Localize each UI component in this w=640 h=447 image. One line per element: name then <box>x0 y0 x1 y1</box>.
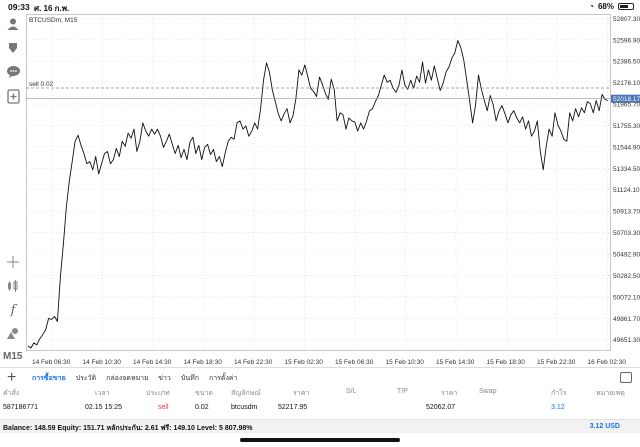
trade-table-header: คำสั่ง เวลา ประเภท ขนาด สัญลักษณ์ ราคา S… <box>0 388 640 400</box>
chart-canvas[interactable]: BTCUSDm, M15 sell 0.02 52018.17 52807.30 52… <box>26 14 640 367</box>
tab-settings[interactable]: การตั้งค่า <box>208 375 238 382</box>
terminal-tabs: การซื้อขาย ประวัติ กล่องจดหมาย ข่าว บันท… <box>32 373 237 384</box>
sell-order-label: sell 0.02 <box>29 81 54 88</box>
cell-profit: 3.12 <box>551 404 565 411</box>
account-icon[interactable] <box>5 16 21 32</box>
time-tick-label: 14 Feb 10:30 <box>83 359 122 366</box>
time-tick-label: 15 Feb 14:30 <box>436 359 475 366</box>
header-tp: T/P <box>397 388 408 395</box>
status-bar: 09:33 ศ. 16 ก.พ. ◔ 68% <box>0 0 640 14</box>
price-tick-label: 52176.10 <box>613 80 640 87</box>
time-tick-label: 15 Feb 22:30 <box>537 359 576 366</box>
price-tick-label: 51124.10 <box>613 187 640 194</box>
header-volume: ขนาด <box>195 390 214 397</box>
price-tick-label: 49651.30 <box>613 337 640 344</box>
table-row[interactable]: 587186771 02.15 15:25 sell 0.02 btcusdm … <box>0 404 640 416</box>
header-swap: Swap <box>479 388 497 395</box>
balance-text: Balance: 148.59 Equity: 151.71 หลักประกั… <box>3 425 253 432</box>
price-tick-label: 50913.70 <box>613 209 640 216</box>
cell-current-price: 52062.07 <box>426 404 456 411</box>
price-series-line <box>27 40 609 349</box>
crosshair-icon[interactable] <box>5 254 21 270</box>
tab-trade[interactable]: การซื้อขาย <box>32 375 66 382</box>
time-tick-label: 16 Feb 02:30 <box>588 359 627 366</box>
new-order-button[interactable]: + <box>7 369 17 386</box>
header-symbol: สัญลักษณ์ <box>231 390 261 397</box>
price-tick-label: 49861.70 <box>613 316 640 323</box>
bottom-tab-bar: + การซื้อขาย ประวัติ กล่องจดหมาย ข่าว บั… <box>0 367 640 387</box>
tab-news[interactable]: ข่าว <box>158 375 171 382</box>
cell-symbol: btcusdm <box>231 404 258 411</box>
price-tick-label: 50703.30 <box>613 230 640 237</box>
price-tick-label: 52596.90 <box>613 37 640 44</box>
price-chart[interactable]: BTCUSDm, M15 sell 0.02 52018.17 52807.30 52… <box>26 14 640 367</box>
price-tick-label: 50492.90 <box>613 251 640 258</box>
battery-fill <box>620 5 629 8</box>
tab-mailbox[interactable]: กล่องจดหมาย <box>106 375 149 382</box>
symbol-label: BTCUSDm, M15 <box>29 17 78 24</box>
timeframe-label[interactable]: M15 <box>3 351 23 362</box>
battery-icon <box>618 3 634 10</box>
objects-icon[interactable] <box>5 325 21 341</box>
battery-percent: 68% <box>597 2 614 11</box>
left-toolbar: f M15 <box>0 14 26 367</box>
tab-history[interactable]: ประวัติ <box>75 375 97 382</box>
header-comment: หมายเหตุ <box>596 390 625 397</box>
add-window-icon[interactable] <box>5 88 21 104</box>
header-price: ราคา <box>293 390 310 397</box>
tab-journal[interactable]: บันทึก <box>180 375 199 382</box>
header-current-price: ราคา <box>441 390 458 397</box>
current-price-label: 52018.17 <box>613 96 640 103</box>
function-icon[interactable]: f <box>10 302 16 318</box>
price-tick-label: 52807.30 <box>613 16 640 23</box>
date: ศ. 16 ก.พ. <box>34 4 70 13</box>
home-indicator <box>240 438 400 442</box>
price-tick-label: 51544.90 <box>613 144 640 151</box>
balance-bar: Balance: 148.59 Equity: 151.71 หลักประกั… <box>0 419 640 433</box>
cell-volume: 0.02 <box>195 404 209 411</box>
cell-type: sell <box>158 404 169 411</box>
time-tick-label: 15 Feb 02:30 <box>285 359 324 366</box>
total-profit: 3.12 USD <box>589 423 620 430</box>
cell-time: 02.15 15:25 <box>85 404 122 411</box>
time-tick-label: 14 Feb 14:30 <box>133 359 172 366</box>
time-tick-label: 14 Feb 22:30 <box>234 359 273 366</box>
current-price-badge <box>611 94 640 103</box>
trade-icon[interactable] <box>5 40 21 56</box>
layout-icon[interactable] <box>620 372 632 383</box>
wifi-icon: ◔ <box>589 2 594 11</box>
cell-ticket: 587186771 <box>3 404 39 411</box>
header-type: ประเภท <box>146 390 170 397</box>
header-profit: กำไร <box>551 390 567 397</box>
plot-frame <box>26 14 611 351</box>
time-tick-label: 14 Feb 18:30 <box>184 359 223 366</box>
price-tick-label: 50282.50 <box>613 273 640 280</box>
clock: 09:33 <box>8 2 30 12</box>
header-ticket: คำสั่ง <box>3 390 20 397</box>
chat-icon[interactable] <box>5 64 21 80</box>
status-right: ◔ 68% <box>589 2 634 11</box>
price-tick-label: 50072.10 <box>613 294 640 301</box>
price-tick-label: 51334.50 <box>613 166 640 173</box>
cell-price: 52217.95 <box>278 404 308 411</box>
indicator-icon[interactable] <box>5 278 21 294</box>
price-tick-label: 52386.50 <box>613 59 640 66</box>
header-sl: S/L <box>346 388 357 395</box>
time-tick-label: 14 Feb 06:30 <box>32 359 71 366</box>
header-time: เวลา <box>95 390 110 397</box>
time-tick-label: 15 Feb 06:30 <box>335 359 374 366</box>
price-tick-label: 51755.30 <box>613 123 640 130</box>
time-tick-label: 15 Feb 10:30 <box>386 359 425 366</box>
price-tick-label: 51965.70 <box>613 102 640 109</box>
time-tick-label: 15 Feb 18:30 <box>487 359 526 366</box>
